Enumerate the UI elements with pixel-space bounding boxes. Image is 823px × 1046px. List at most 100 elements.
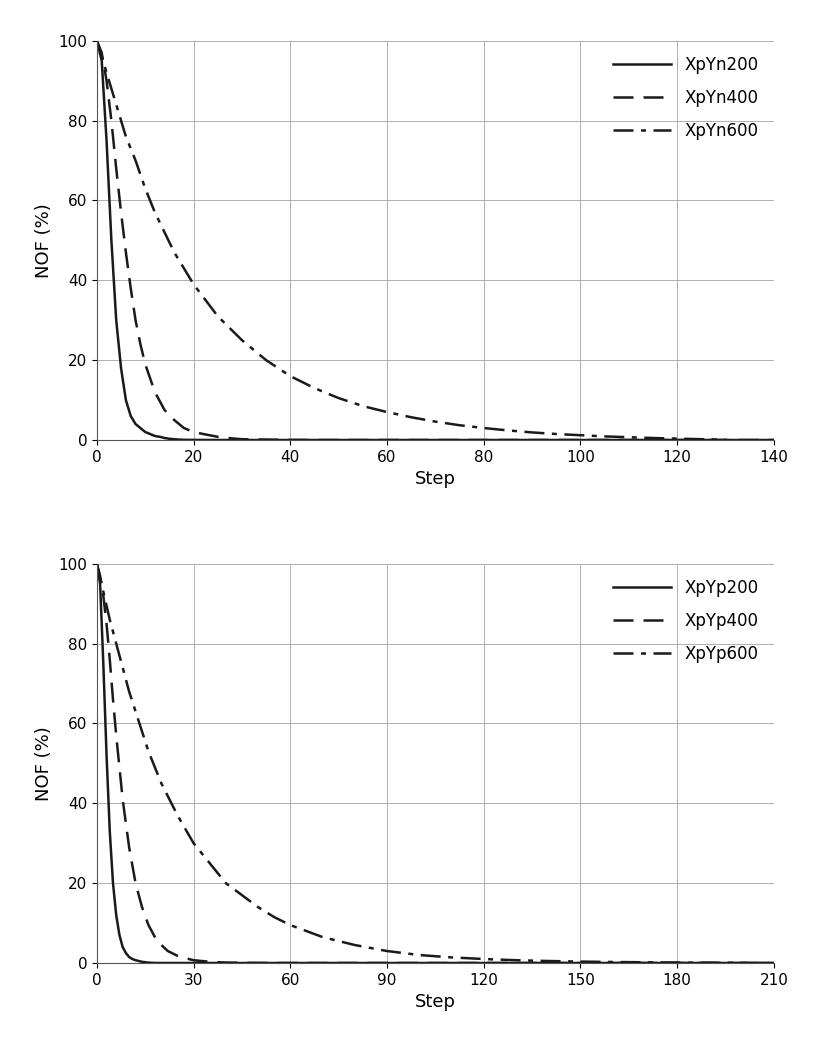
XpYn400: [106, 114, 116, 127]
Legend: XpYn200, XpYn400, XpYn600: XpYn200, XpYn400, XpYn600: [607, 49, 765, 146]
XpYp200: [128, 953, 137, 965]
XpYn200: [672, 434, 682, 447]
XpYp600: [318, 931, 328, 943]
XpYn200: [101, 134, 111, 146]
XpYp200: [105, 825, 114, 838]
XpYp600: [286, 918, 295, 931]
XpYn400: [170, 414, 179, 427]
XpYn200: [174, 433, 184, 446]
XpYp200: [99, 657, 109, 669]
XpYn400: [140, 358, 150, 370]
XpYp400: [188, 954, 198, 967]
XpYp200: [134, 955, 144, 968]
XpYn400: [160, 404, 170, 416]
XpYn200: [111, 314, 121, 326]
XpYp600: [99, 586, 109, 598]
XpYn400: [101, 74, 111, 87]
XpYn400: [92, 35, 102, 47]
XpYn600: [309, 382, 319, 394]
XpYp600: [511, 954, 521, 967]
XpYn600: [188, 278, 198, 291]
X-axis label: Step: Step: [415, 471, 456, 488]
XpYn400: [131, 314, 141, 326]
XpYp200: [286, 957, 295, 970]
XpYn200: [575, 434, 585, 447]
XpYn200: [170, 433, 179, 446]
XpYn600: [237, 334, 247, 346]
XpYn200: [237, 434, 247, 447]
XpYn200: [155, 431, 165, 444]
XpYp200: [101, 749, 111, 761]
XpYp400: [131, 877, 141, 889]
XpYn400: [97, 46, 107, 59]
XpYn600: [261, 354, 271, 366]
XpYn600: [92, 35, 102, 47]
XpYn600: [286, 370, 295, 383]
XpYp600: [737, 956, 746, 969]
XpYn200: [165, 433, 174, 446]
XpYp600: [382, 945, 392, 957]
XpYn600: [131, 154, 141, 166]
XpYp400: [318, 957, 328, 970]
XpYn600: [672, 432, 682, 445]
XpYn600: [479, 422, 489, 434]
XpYp600: [269, 911, 279, 924]
XpYp600: [575, 955, 585, 968]
XpYn400: [116, 206, 126, 219]
XpYp600: [479, 953, 489, 965]
XpYp600: [137, 725, 147, 737]
XpYn200: [479, 434, 489, 447]
XpYp600: [105, 613, 114, 626]
XpYn400: [227, 432, 237, 445]
XpYp400: [92, 558, 102, 570]
XpYp200: [575, 957, 585, 970]
XpYn600: [358, 400, 368, 412]
XpYn600: [454, 419, 464, 432]
XpYp400: [672, 957, 682, 970]
XpYn400: [286, 434, 295, 447]
XpYp400: [137, 901, 147, 913]
XpYn200: [333, 434, 343, 447]
XpYp600: [205, 857, 215, 869]
XpYp200: [137, 956, 147, 969]
XpYp200: [140, 956, 150, 969]
Line: XpYp600: XpYp600: [97, 564, 758, 963]
XpYn400: [672, 434, 682, 447]
XpYp200: [146, 956, 156, 969]
XpYn400: [188, 426, 198, 438]
XpYp200: [173, 957, 183, 970]
XpYn400: [333, 434, 343, 447]
XpYp400: [95, 569, 105, 582]
XpYn600: [150, 206, 160, 219]
XpYp400: [105, 654, 114, 666]
XpYp400: [221, 956, 230, 969]
XpYn200: [179, 433, 188, 446]
XpYn600: [111, 98, 121, 111]
XpYn600: [648, 432, 658, 445]
XpYp600: [173, 809, 183, 821]
XpYp200: [92, 558, 102, 570]
XpYp600: [447, 951, 457, 963]
XpYn600: [121, 131, 131, 143]
XpYp600: [221, 877, 230, 889]
XpYp400: [253, 957, 263, 970]
XpYn600: [179, 263, 188, 275]
XpYn200: [140, 426, 150, 438]
XpYp400: [163, 945, 173, 957]
XpYp400: [237, 956, 247, 969]
XpYn200: [150, 430, 160, 442]
XpYp400: [108, 693, 118, 706]
XpYn600: [600, 430, 610, 442]
XpYp600: [118, 661, 128, 674]
XpYn200: [188, 434, 198, 447]
XpYn400: [179, 422, 188, 434]
XpYn600: [140, 182, 150, 195]
XpYn400: [136, 338, 146, 350]
XpYp400: [173, 950, 183, 962]
XpYp600: [640, 956, 650, 969]
XpYn400: [309, 434, 319, 447]
XpYn600: [503, 424, 513, 436]
XpYn200: [145, 428, 155, 440]
XpYp200: [221, 957, 230, 970]
XpYn400: [382, 434, 392, 447]
